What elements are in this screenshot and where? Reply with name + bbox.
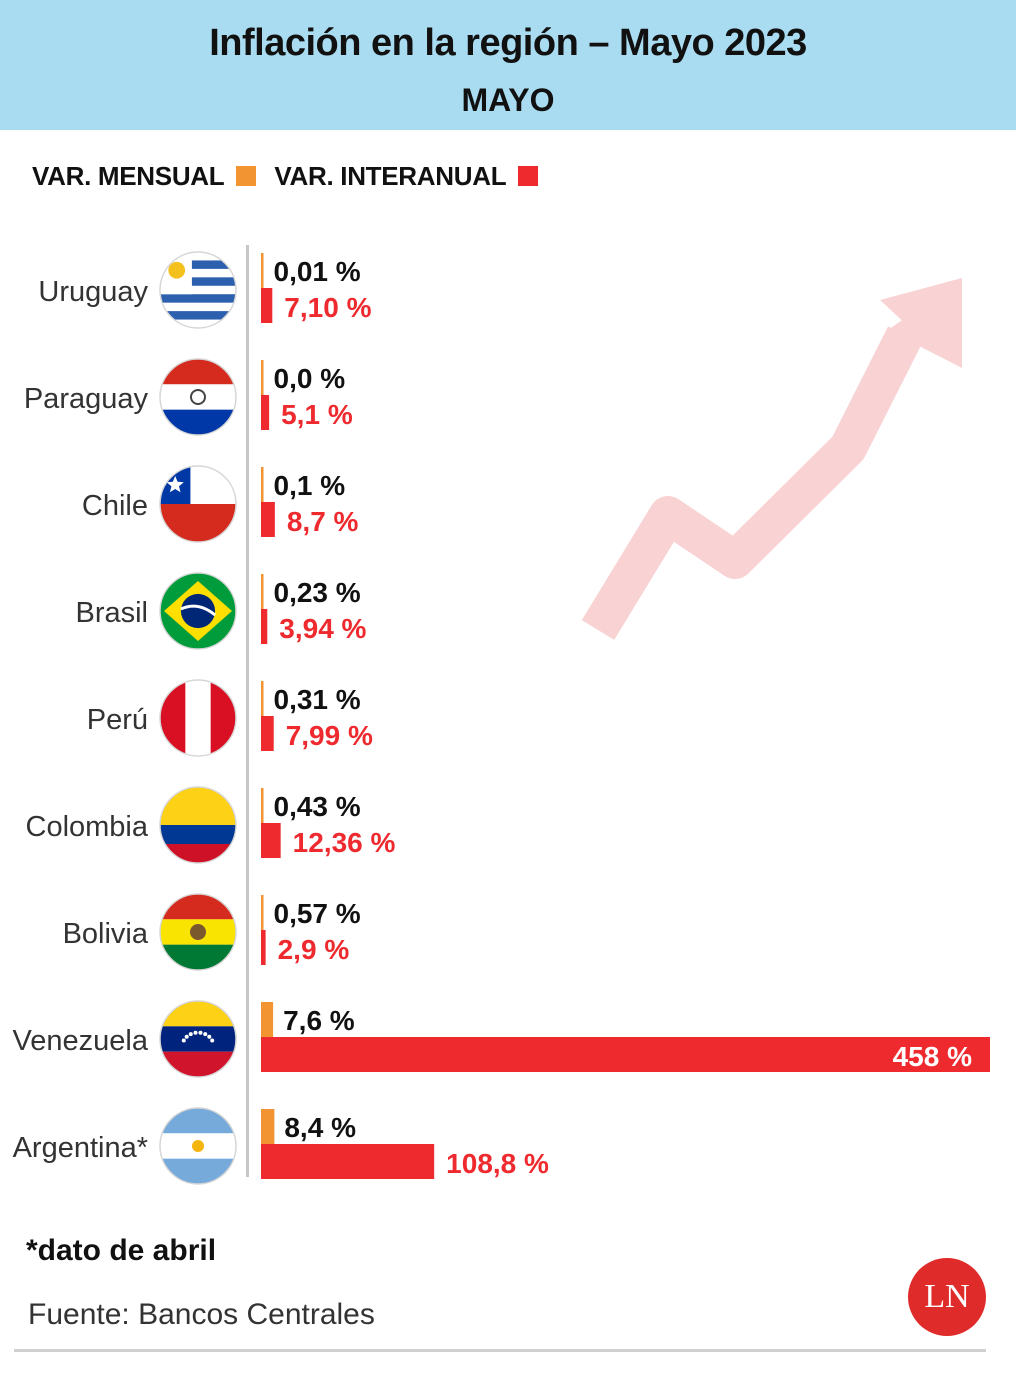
legend-yearly-label: VAR. INTERANUAL [274,160,507,191]
bar-monthly [261,1002,274,1037]
country-label: Paraguay [24,383,149,415]
legend-monthly-label: VAR. MENSUAL [32,160,225,191]
data-label-monthly: 0,1 % [274,470,346,501]
country-label: Venezuela [13,1025,149,1057]
data-label-monthly: 0,01 % [274,256,361,287]
country-label: Chile [82,490,148,522]
bar-yearly [261,930,266,965]
data-label-yearly: 108,8 % [446,1148,549,1179]
data-label-yearly: 458 % [893,1041,972,1072]
bar-yearly [261,1144,435,1179]
bar-monthly [261,895,264,930]
data-label-yearly: 7,10 % [284,292,371,323]
trend-arrow-icon [581,278,962,640]
country-label: Argentina* [13,1132,148,1164]
legend: VAR. MENSUAL VAR. INTERANUAL [32,158,556,194]
data-label-yearly: 7,99 % [286,720,373,751]
divider [14,1349,986,1352]
bolivia-flag-icon [159,893,237,971]
bar-monthly [261,1109,275,1144]
bar-monthly [261,467,264,502]
data-label-yearly: 12,36 % [293,827,396,858]
bar-monthly [261,681,264,716]
country-label: Brasil [75,597,148,629]
bar-yearly [261,823,281,858]
colombia-flag-icon [159,786,237,864]
ln-logo: LN [908,1258,986,1336]
uruguay-flag-icon [159,251,237,329]
chart-title: Inflación en la región – Mayo 2023 [209,22,807,64]
data-label-yearly: 2,9 % [278,934,350,965]
brazil-flag-icon [159,572,237,650]
country-label: Perú [87,704,148,736]
argentina-flag-icon [159,1107,237,1185]
footnote: *dato de abril [26,1234,217,1267]
chile-flag-icon [159,465,237,543]
peru-flag-icon [159,679,237,757]
data-label-yearly: 3,94 % [279,613,366,644]
legend-yearly-swatch [518,166,539,186]
data-label-monthly: 0,23 % [274,577,361,608]
paraguay-flag-icon [159,358,237,436]
chart-axis-line [246,245,249,1177]
data-label-monthly: 0,57 % [274,898,361,929]
bar-monthly [261,788,264,823]
bar-monthly [261,360,264,395]
venezuela-flag-icon [159,1000,237,1078]
chart-subtitle: MAYO [461,82,555,118]
bar-yearly [261,716,274,751]
bar-yearly [261,1037,990,1072]
header-banner: Inflación en la región – Mayo 2023 MAYO [0,0,1016,130]
data-label-monthly: 0,0 % [274,363,346,394]
legend-monthly-swatch [236,166,257,186]
bar-yearly [261,395,270,430]
country-label: Bolivia [63,918,149,950]
country-label: Colombia [26,811,149,843]
data-label-monthly: 0,43 % [274,791,361,822]
source-note: Fuente: Bancos Centrales [28,1298,375,1331]
bar-monthly [261,574,264,609]
bar-yearly [261,609,268,644]
bar-yearly [261,288,273,323]
data-label-monthly: 8,4 % [284,1112,356,1143]
data-label-yearly: 5,1 % [281,399,353,430]
data-label-monthly: 7,6 % [283,1005,355,1036]
bar-yearly [261,502,275,537]
country-label: Uruguay [38,276,148,308]
data-label-monthly: 0,31 % [274,684,361,715]
bar-monthly [261,253,264,288]
data-label-yearly: 8,7 % [287,506,359,537]
